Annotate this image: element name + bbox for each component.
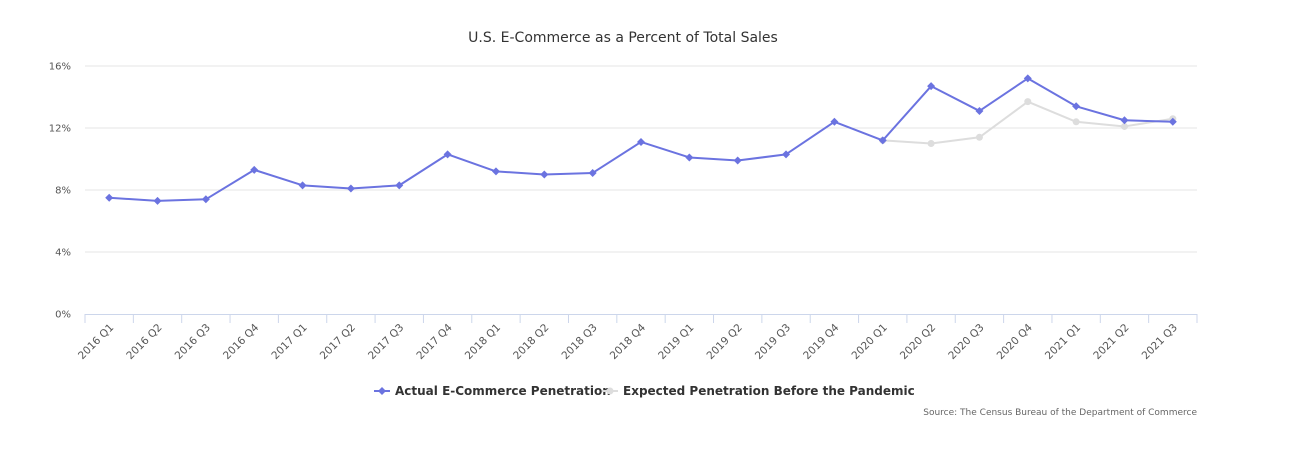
y-tick-label: 4% <box>55 248 71 259</box>
x-tick-label: 2018 Q4 <box>608 321 649 362</box>
data-point[interactable] <box>975 106 984 115</box>
x-tick-label: 2017 Q4 <box>414 321 455 362</box>
data-point[interactable] <box>1120 122 1128 130</box>
data-point[interactable] <box>685 153 694 162</box>
x-tick-label: 2020 Q2 <box>898 322 938 362</box>
data-point[interactable] <box>346 184 355 193</box>
x-tick-label: 2017 Q3 <box>366 322 406 362</box>
x-tick-label: 2017 Q2 <box>318 322 358 362</box>
data-point[interactable] <box>298 181 307 190</box>
data-point[interactable] <box>1023 74 1032 83</box>
data-point[interactable] <box>491 167 500 176</box>
legend-marker <box>378 387 386 395</box>
data-point[interactable] <box>1168 117 1177 126</box>
x-tick-label: 2019 Q3 <box>753 322 793 362</box>
data-point[interactable] <box>1120 116 1129 125</box>
x-tick-label: 2019 Q1 <box>656 322 696 362</box>
data-point[interactable] <box>1072 118 1080 126</box>
data-point[interactable] <box>201 195 210 204</box>
data-point[interactable] <box>975 133 983 141</box>
x-tick-label: 2016 Q1 <box>76 322 116 362</box>
legend-item[interactable]: Actual E-Commerce Penetration <box>374 384 611 398</box>
x-tick-label: 2016 Q4 <box>221 321 262 362</box>
data-point[interactable] <box>1024 98 1032 106</box>
x-tick-label: 2016 Q3 <box>173 322 213 362</box>
x-tick-label: 2020 Q4 <box>995 321 1036 362</box>
data-point[interactable] <box>540 170 549 179</box>
x-tick-label: 2020 Q1 <box>850 322 890 362</box>
data-point[interactable] <box>878 136 887 145</box>
x-tick-label: 2020 Q3 <box>946 322 986 362</box>
data-point[interactable] <box>733 156 742 165</box>
y-tick-label: 0% <box>55 310 71 321</box>
x-tick-label: 2016 Q2 <box>124 322 164 362</box>
data-point[interactable] <box>443 150 452 159</box>
y-tick-label: 8% <box>55 186 71 197</box>
grid <box>85 65 1197 253</box>
data-point[interactable] <box>105 193 114 202</box>
source-note: Source: The Census Bureau of the Departm… <box>923 408 1197 418</box>
x-tick-label: 2019 Q4 <box>801 321 842 362</box>
series-expected <box>879 98 1177 147</box>
x-tick-label: 2017 Q1 <box>269 322 309 362</box>
data-point[interactable] <box>395 181 404 190</box>
y-tick-label: 12% <box>49 124 71 135</box>
x-tick-label: 2018 Q2 <box>511 322 551 362</box>
x-tick-label: 2021 Q2 <box>1091 322 1131 362</box>
series-actual <box>105 74 1177 205</box>
data-point[interactable] <box>588 168 597 177</box>
x-tick-label: 2021 Q1 <box>1043 322 1083 362</box>
series-line <box>882 100 1173 145</box>
x-tick-label: 2018 Q1 <box>463 322 503 362</box>
legend-label: Actual E-Commerce Penetration <box>395 384 611 398</box>
data-point[interactable] <box>153 196 162 205</box>
y-tick-label: 16% <box>49 62 71 73</box>
x-tick-label: 2018 Q3 <box>559 322 599 362</box>
data-point[interactable] <box>637 137 645 146</box>
data-point[interactable] <box>927 140 935 147</box>
x-axis: 2016 Q1 2016 Q2 2016 Q3 2016 Q4 2017 Q1 2017 … <box>76 314 1198 362</box>
data-point[interactable] <box>782 150 791 159</box>
data-point[interactable] <box>927 82 936 91</box>
series-area <box>105 74 1177 205</box>
legend: Actual E-Commerce Penetration Expected Pe… <box>374 384 915 398</box>
data-point[interactable] <box>1072 102 1081 111</box>
x-tick-label: 2019 Q2 <box>705 322 745 362</box>
x-tick-label: 2021 Q3 <box>1140 322 1180 362</box>
legend-label: Expected Penetration Before the Pandemic <box>623 384 915 398</box>
data-point[interactable] <box>250 165 259 174</box>
chart-title: U.S. E-Commerce as a Percent of Total Sa… <box>468 30 778 46</box>
legend-item[interactable]: Expected Penetration Before the Pandemic <box>602 384 915 398</box>
data-point[interactable] <box>830 117 839 126</box>
legend-marker <box>606 387 614 395</box>
y-axis: 0% 4% 8% 12% 16% <box>49 62 71 321</box>
